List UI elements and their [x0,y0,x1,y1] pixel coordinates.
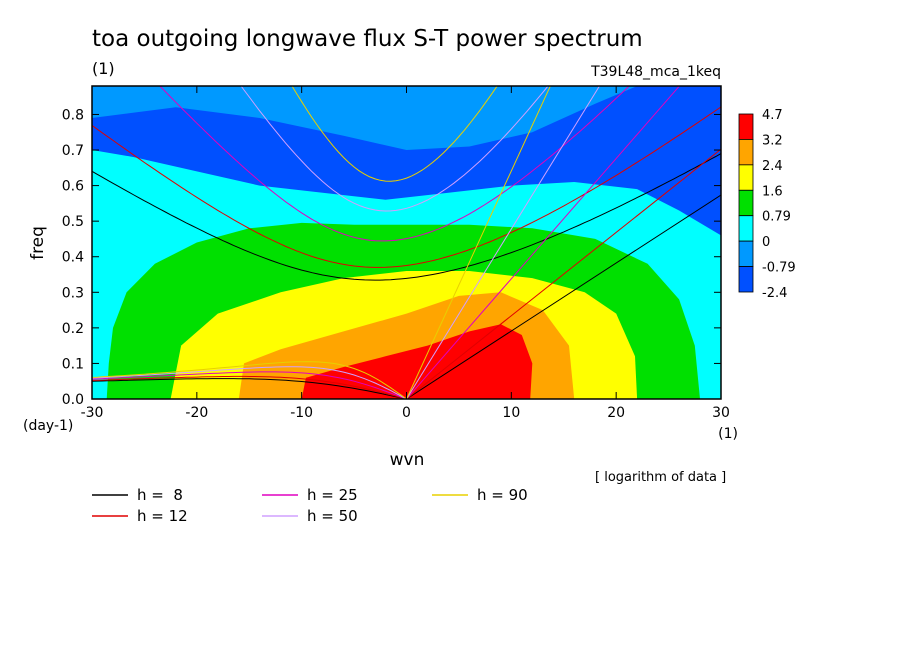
y-tick-label: 0.2 [62,321,84,337]
x-tick-label: -20 [185,405,208,421]
contour-region-0 [92,86,638,150]
y-tick-label: 0.5 [62,214,84,230]
colorbar-label: -2.4 [762,286,787,301]
x-tick-label: 20 [607,405,625,421]
legend-label-h50: h = 50 [307,507,358,525]
colorbar-label: 3.2 [762,133,783,148]
curve-h12-er [92,375,407,399]
colorbar-label: 4.7 [762,108,783,123]
colorbar-swatch [738,266,754,293]
x-axis-unit: (1) [718,426,738,442]
legend-label-h8: h = 8 [137,486,183,504]
colorbar: 4.7 3.2 2.4 1.6 0.79 0 -0.79 -2.4 [738,108,796,301]
contour-regions [92,86,721,399]
colorbar-label: 0 [762,235,770,250]
colorbar-swatch [738,139,754,166]
colorbar-label: 0.79 [762,210,791,225]
y-tick-label: 0.4 [62,250,84,266]
y-tick-label: 0.7 [62,143,84,159]
legend-label-h12: h = 12 [137,507,188,525]
curve-h12-ig [92,106,721,268]
y-tick-label: 0.8 [62,107,84,123]
colorbar-swatch [738,164,754,191]
y-tick-label: 0.1 [62,356,84,372]
curve-h8-kelvin [406,194,721,399]
curve-h12-kelvin [406,148,721,399]
y-axis-unit: (day-1) [23,418,73,434]
chart-title: toa outgoing longwave flux S-T power spe… [92,26,643,52]
data-note: [ logarithm of data ] [595,470,726,485]
y-tick-label: 0.6 [62,179,84,195]
x-tick-label: 0 [402,405,411,421]
legend: h = 8 h = 12 h = 25 h = 50 h = 90 [92,486,528,525]
axis-ticks: -30 -20 -10 0 10 20 30 0.0 0.1 0.2 0.3 0.4 0.5 0.6 0.7… [62,86,730,421]
colorbar-swatch [738,189,754,217]
colorbar-swatch [738,240,754,267]
curve-h25-kelvin [406,86,681,399]
curve-h8-ig [92,153,721,281]
legend-label-h90: h = 90 [477,486,528,504]
x-tick-label: -30 [81,405,104,421]
colorbar-swatch [738,215,754,242]
curve-h50-kelvin [406,86,601,399]
x-tick-label: 10 [502,405,520,421]
curve-h25-er [92,371,407,399]
y-axis-label: freq [28,226,48,260]
curve-h50-er [92,366,407,399]
colorbar-label: -0.79 [762,261,796,276]
colorbar-label: 2.4 [762,159,783,174]
legend-label-h25: h = 25 [307,486,358,504]
curve-h90-ig [291,86,498,182]
colorbar-label: 1.6 [762,184,783,199]
chart-subtitle-left: (1) [92,59,115,78]
curve-h25-ig [159,86,630,242]
x-tick-label: -10 [290,405,313,421]
chart-subtitle-right: T39L48_mca_1keq [590,64,721,80]
dispersion-curves [92,86,721,399]
curve-h90-er [92,361,407,399]
curve-h8-er [92,378,407,399]
curve-h90-kelvin [406,86,551,399]
y-tick-label: 0.0 [62,392,84,408]
curve-h50-ig [240,86,549,212]
y-tick-label: 0.3 [62,285,84,301]
colorbar-swatch [738,113,754,140]
x-tick-label: 30 [712,405,730,421]
contour-region-5 [301,324,533,399]
x-axis-label: wvn [390,450,425,470]
